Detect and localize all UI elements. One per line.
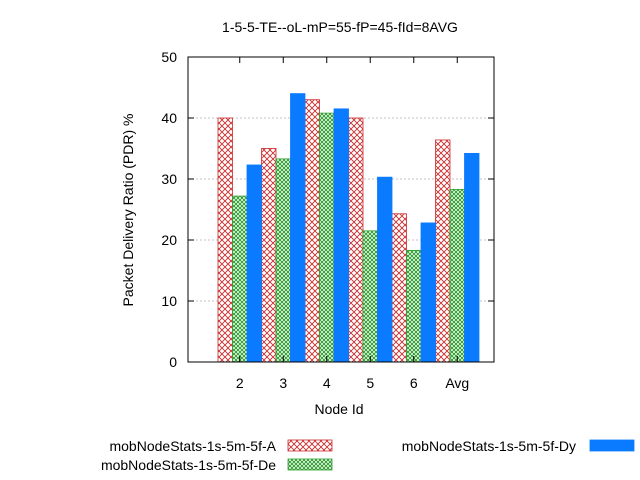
plot-frame: [187, 56, 495, 363]
bar: [449, 188, 465, 363]
legend-label: mobNodeStats-1s-5m-5f-A: [109, 438, 276, 454]
y-tick-label: 0: [169, 354, 177, 370]
bar: [290, 93, 306, 363]
legend-swatch: [287, 458, 333, 471]
bar: [391, 213, 407, 363]
x-tick-label: 2: [236, 375, 244, 391]
bar: [232, 195, 248, 363]
bar: [406, 249, 422, 363]
bar: [246, 164, 262, 363]
x-tick-label: 5: [366, 375, 374, 391]
legend-label: mobNodeStats-1s-5m-5f-Dy: [402, 438, 576, 454]
y-tick-label: 10: [161, 293, 177, 309]
bar: [348, 117, 364, 363]
x-axis-label: Node Id: [314, 401, 363, 417]
bar: [319, 112, 335, 363]
bars: [217, 93, 480, 363]
x-tick-label: Avg: [445, 375, 469, 391]
bar: [464, 152, 480, 363]
y-tick-label: 30: [161, 171, 177, 187]
y-tick-label: 50: [161, 49, 177, 65]
y-tick-label: 40: [161, 110, 177, 126]
x-tick-label: 6: [410, 375, 418, 391]
legend: mobNodeStats-1s-5m-5f-A mobNodeStats-1s-5…: [101, 438, 635, 473]
bar: [304, 99, 320, 363]
bar: [261, 148, 277, 363]
tick-labels: 0 10 20 30 40 50 2 3 4 5 6 Avg: [161, 49, 469, 391]
legend-swatch: [589, 439, 635, 452]
x-tick-label: 4: [323, 375, 331, 391]
bar: [217, 117, 233, 363]
bar: [333, 108, 349, 363]
legend-swatch: [287, 439, 333, 452]
y-axis-label: Packet Delivery Ratio (PDR) %: [120, 114, 136, 307]
bar: [377, 176, 393, 363]
axes: [187, 56, 495, 363]
bar: [362, 230, 378, 363]
chart-title: 1-5-5-TE--oL-mP=55-fP=45-fId=8AVG: [222, 19, 458, 35]
x-tick-label: 3: [279, 375, 287, 391]
bar: [420, 222, 436, 363]
y-tick-label: 20: [161, 232, 177, 248]
bar: [435, 139, 451, 363]
bar: [275, 158, 291, 363]
legend-label: mobNodeStats-1s-5m-5f-De: [101, 457, 276, 473]
